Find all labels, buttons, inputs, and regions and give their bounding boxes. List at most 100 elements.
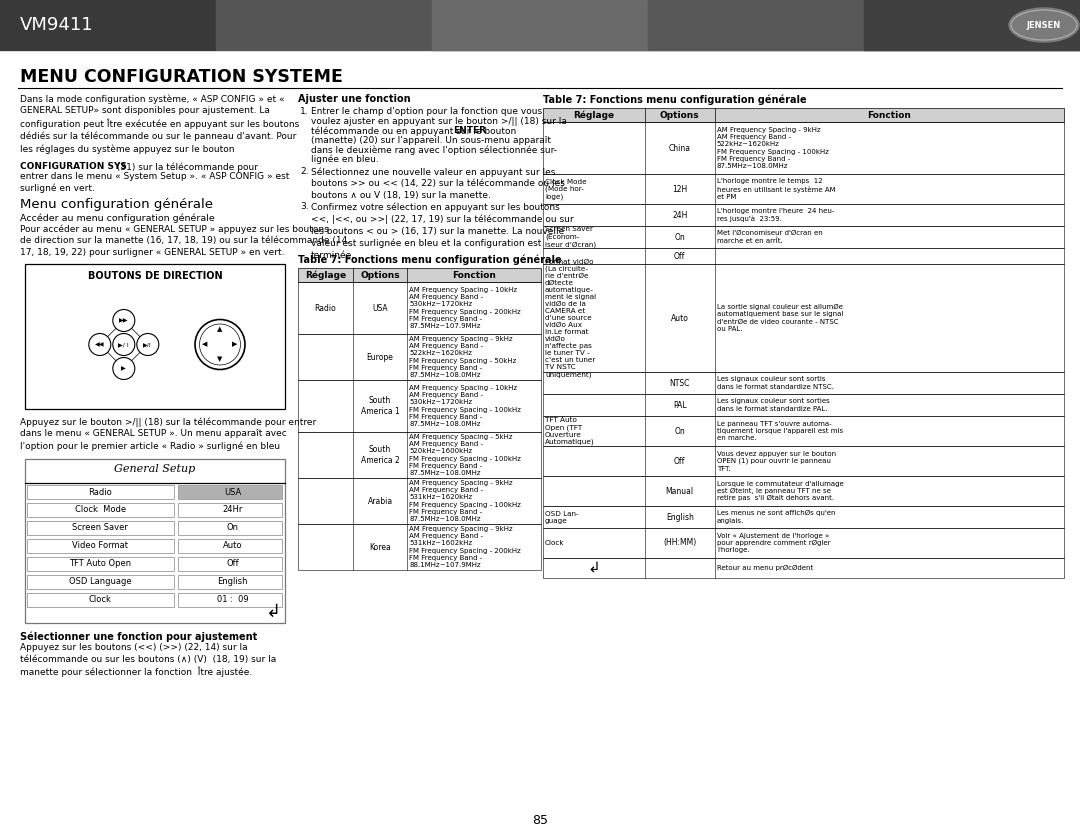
- Text: Off: Off: [674, 252, 686, 260]
- Bar: [543, 372, 1064, 394]
- Text: OSD Language: OSD Language: [69, 577, 132, 586]
- Bar: [543, 108, 1064, 122]
- Circle shape: [112, 334, 135, 355]
- Text: Clock Mode
(Mode hor-
loge): Clock Mode (Mode hor- loge): [545, 178, 586, 199]
- Text: South
America 1: South America 1: [361, 396, 400, 416]
- Text: On: On: [227, 524, 239, 532]
- Text: On: On: [674, 233, 685, 242]
- Bar: [298, 432, 541, 478]
- Bar: [27, 485, 174, 499]
- Text: CONFIGURATION SYS: CONFIGURATION SYS: [21, 162, 126, 171]
- Text: ▶: ▶: [121, 366, 126, 371]
- Bar: [543, 416, 1064, 446]
- Text: AM Frequency Spacing - 9kHz
AM Frequency Band -
531kHz~1620kHz
FM Frequency Spac: AM Frequency Spacing - 9kHz AM Frequency…: [409, 480, 522, 522]
- Text: Options: Options: [361, 270, 400, 279]
- Circle shape: [195, 319, 245, 369]
- Bar: [27, 593, 174, 607]
- Bar: [864, 0, 1080, 50]
- Bar: [543, 204, 1064, 226]
- Bar: [178, 503, 282, 517]
- Text: Vous devez appuyer sur le bouton
OPEN (1) pour ouvrir le panneau
TFT.: Vous devez appuyer sur le bouton OPEN (1…: [717, 450, 836, 471]
- Text: Dans la mode configuration système, « ASP CONFIG » et «
GENERAL SETUP» sont disp: Dans la mode configuration système, « AS…: [21, 94, 299, 153]
- Text: Fonction: Fonction: [867, 110, 912, 119]
- Text: ▲: ▲: [217, 326, 222, 333]
- Text: Les signaux couleur sont sortis
dans le format standardize NTSC.: Les signaux couleur sont sortis dans le …: [717, 376, 834, 389]
- Circle shape: [112, 309, 135, 331]
- Text: ◀◀: ◀◀: [95, 342, 105, 347]
- Text: English: English: [666, 513, 693, 521]
- Text: USA: USA: [373, 304, 388, 313]
- Bar: [298, 282, 541, 334]
- Text: (manette) (20) sur l'appareil. Un sous-menu apparaît: (manette) (20) sur l'appareil. Un sous-m…: [311, 135, 551, 144]
- Bar: [27, 539, 174, 553]
- Bar: [648, 0, 1080, 50]
- Text: 2.: 2.: [300, 167, 309, 176]
- Text: On: On: [674, 426, 685, 435]
- Text: ▶▶: ▶▶: [119, 318, 129, 323]
- Text: Options: Options: [660, 110, 700, 119]
- Text: Format vidØo
(La circuite-
rie d'entrØe
dØtecte
automatique-
ment le signal
vidØ: Format vidØo (La circuite- rie d'entrØe …: [545, 259, 596, 378]
- Text: Off: Off: [226, 560, 239, 569]
- Text: Clock: Clock: [545, 540, 565, 546]
- Text: Radio: Radio: [89, 488, 112, 496]
- Text: Screen Saver: Screen Saver: [72, 524, 129, 532]
- Circle shape: [89, 334, 111, 355]
- Text: South
America 2: South America 2: [361, 445, 400, 465]
- Text: English: English: [217, 577, 247, 586]
- Bar: [178, 485, 282, 499]
- Text: Table 7: Fonctions menu configuration générale: Table 7: Fonctions menu configuration gé…: [543, 94, 807, 104]
- Text: 24H: 24H: [672, 210, 688, 219]
- Bar: [25, 264, 285, 409]
- Text: China: China: [669, 143, 691, 153]
- Bar: [178, 521, 282, 535]
- Text: 85: 85: [532, 813, 548, 826]
- Text: Voir « Ajustement de l'horloge »
pour apprendre comment rØgler
l'horloge.: Voir « Ajustement de l'horloge » pour ap…: [717, 533, 831, 553]
- Text: AM Frequency Spacing - 10kHz
AM Frequency Band -
530kHz~1720kHz
FM Frequency Spa: AM Frequency Spacing - 10kHz AM Frequenc…: [409, 384, 522, 427]
- Text: entrer dans le menu « System Setup ». « ASP CONFIG » est
surligné en vert.: entrer dans le menu « System Setup ». « …: [21, 172, 289, 193]
- Text: Les signaux couleur sont sorties
dans le format standardize PAL.: Les signaux couleur sont sorties dans le…: [717, 399, 829, 412]
- Bar: [25, 459, 285, 623]
- Text: ▶: ▶: [232, 341, 238, 348]
- Text: ▶/I: ▶/I: [144, 342, 152, 347]
- Text: Sélectionnez une nouvelle valeur en appuyant sur les
boutons >> ou << (14, 22) s: Sélectionnez une nouvelle valeur en appu…: [311, 167, 565, 200]
- Text: (HH:MM): (HH:MM): [663, 539, 697, 547]
- Circle shape: [112, 358, 135, 379]
- Text: 12H: 12H: [672, 184, 687, 193]
- Text: Fonction: Fonction: [453, 270, 496, 279]
- Text: Le panneau TFT s'ouvre automa-
tiquement lorsque l'appareil est mis
en marche.: Le panneau TFT s'ouvre automa- tiquement…: [717, 420, 843, 441]
- Text: 3.: 3.: [300, 202, 309, 211]
- Text: AM Frequency Spacing - 10kHz
AM Frequency Band -
530kHz~1720kHz
FM Frequency Spa: AM Frequency Spacing - 10kHz AM Frequenc…: [409, 287, 522, 329]
- Circle shape: [137, 334, 159, 355]
- Text: Sélectionner une fonction pour ajustement: Sélectionner une fonction pour ajustemen…: [21, 631, 257, 641]
- Bar: [27, 575, 174, 589]
- Text: Réglage: Réglage: [305, 270, 346, 279]
- Text: télécommande ou en appuyant sur le bouton: télécommande ou en appuyant sur le bouto…: [311, 126, 516, 135]
- Bar: [178, 575, 282, 589]
- Text: La sortie signal couleur est allumØe
automatiquement base sur le signal
d'entrØe: La sortie signal couleur est allumØe aut…: [717, 304, 843, 332]
- Ellipse shape: [1009, 8, 1079, 42]
- Text: Screen Saver
(Econom-
iseur d'Øcran): Screen Saver (Econom- iseur d'Øcran): [545, 226, 596, 248]
- Text: Ajuster une fonction: Ajuster une fonction: [298, 94, 410, 104]
- Text: Arabia: Arabia: [367, 496, 392, 505]
- Text: ↲: ↲: [266, 603, 281, 621]
- Bar: [178, 539, 282, 553]
- Bar: [543, 558, 1064, 578]
- Bar: [298, 380, 541, 432]
- Text: Auto: Auto: [222, 541, 242, 550]
- Text: lignée en bleu.: lignée en bleu.: [311, 154, 379, 164]
- Text: USA: USA: [224, 488, 241, 496]
- Text: ▶/ I: ▶/ I: [119, 342, 130, 347]
- Bar: [0, 0, 216, 50]
- Text: AM Frequency Spacing - 9kHz
AM Frequency Band -
531kHz~1602kHz
FM Frequency Spac: AM Frequency Spacing - 9kHz AM Frequency…: [409, 526, 522, 568]
- Bar: [543, 264, 1064, 372]
- Text: Clock: Clock: [89, 595, 112, 605]
- Text: PAL: PAL: [673, 400, 687, 409]
- Bar: [27, 557, 174, 571]
- Text: Met l'Øconomiseur d'Øcran en
marche et en arrÎt.: Met l'Øconomiseur d'Øcran en marche et e…: [717, 230, 823, 244]
- Text: Video Format: Video Format: [72, 541, 129, 550]
- Bar: [543, 446, 1064, 476]
- Text: ENTER: ENTER: [453, 126, 486, 135]
- Text: Appuyez sur le bouton >/|| (18) sur la télécommande pour entrer
dans le menu « G: Appuyez sur le bouton >/|| (18) sur la t…: [21, 417, 316, 450]
- Bar: [298, 478, 541, 524]
- Text: Entrer le champ d'option pour la fonction que vous: Entrer le champ d'option pour la fonctio…: [311, 107, 542, 116]
